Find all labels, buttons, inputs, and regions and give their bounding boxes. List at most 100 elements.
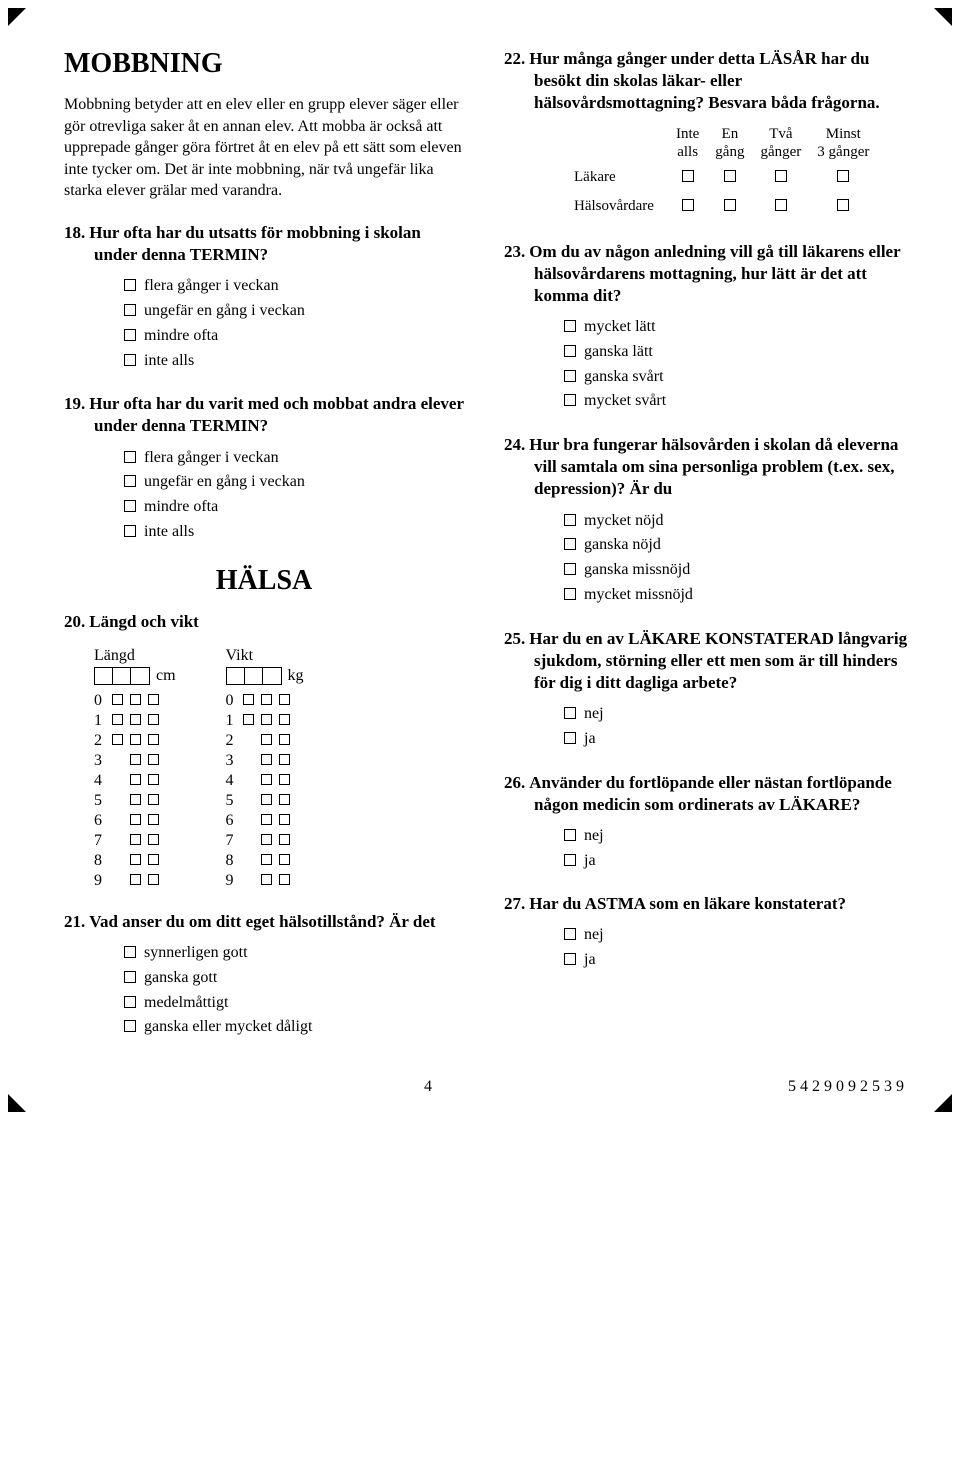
checkbox[interactable]	[564, 707, 576, 719]
checkbox[interactable]	[261, 714, 272, 725]
checkbox[interactable]	[279, 794, 290, 805]
checkbox[interactable]	[279, 774, 290, 785]
checkbox[interactable]	[279, 694, 290, 705]
question-text: Hur bra fungerar hälsovården i skolan då…	[529, 435, 898, 498]
checkbox[interactable]	[775, 199, 787, 211]
checkbox[interactable]	[130, 694, 141, 705]
checkbox[interactable]	[148, 694, 159, 705]
checkbox[interactable]	[112, 734, 123, 745]
checkbox[interactable]	[148, 814, 159, 825]
length-input-boxes[interactable]	[94, 667, 150, 685]
option: ganska missnöjd	[564, 558, 912, 583]
checkbox[interactable]	[130, 714, 141, 725]
checkbox[interactable]	[124, 279, 136, 291]
height-weight-grid: Längd cm 0123456789 Vikt kg 0123456789	[94, 647, 464, 891]
checkbox[interactable]	[130, 754, 141, 765]
checkbox[interactable]	[837, 199, 849, 211]
checkbox[interactable]	[261, 734, 272, 745]
checkbox[interactable]	[564, 928, 576, 940]
digit-label: 1	[226, 712, 240, 730]
question-number: 23.	[504, 242, 525, 261]
checkbox[interactable]	[124, 1020, 136, 1032]
unit-kg: kg	[288, 667, 304, 685]
checkbox[interactable]	[724, 170, 736, 182]
checkbox[interactable]	[124, 946, 136, 958]
checkbox[interactable]	[124, 304, 136, 316]
checkbox[interactable]	[112, 714, 123, 725]
checkbox[interactable]	[130, 854, 141, 865]
checkbox[interactable]	[564, 394, 576, 406]
checkbox[interactable]	[124, 451, 136, 463]
checkbox[interactable]	[124, 996, 136, 1008]
checkbox[interactable]	[124, 971, 136, 983]
checkbox[interactable]	[837, 170, 849, 182]
checkbox[interactable]	[682, 199, 694, 211]
question-20: 20. Längd och vikt	[64, 611, 464, 633]
checkbox[interactable]	[279, 754, 290, 765]
checkbox[interactable]	[148, 794, 159, 805]
checkbox[interactable]	[279, 834, 290, 845]
checkbox[interactable]	[564, 370, 576, 382]
checkbox[interactable]	[279, 814, 290, 825]
checkbox[interactable]	[130, 734, 141, 745]
option: flera gånger i veckan	[124, 446, 464, 471]
checkbox[interactable]	[564, 588, 576, 600]
checkbox[interactable]	[130, 774, 141, 785]
option: medelmåttigt	[124, 991, 464, 1016]
option-label: mindre ofta	[144, 327, 218, 344]
checkbox[interactable]	[724, 199, 736, 211]
checkbox[interactable]	[148, 834, 159, 845]
digit-label: 5	[226, 792, 240, 810]
option: ganska lätt	[564, 340, 912, 365]
checkbox[interactable]	[564, 829, 576, 841]
checkbox[interactable]	[243, 714, 254, 725]
checkbox[interactable]	[279, 714, 290, 725]
checkbox[interactable]	[564, 538, 576, 550]
checkbox[interactable]	[261, 874, 272, 885]
checkbox[interactable]	[564, 563, 576, 575]
option: ungefär en gång i veckan	[124, 470, 464, 495]
checkbox[interactable]	[261, 834, 272, 845]
checkbox[interactable]	[148, 714, 159, 725]
checkbox[interactable]	[124, 475, 136, 487]
checkbox[interactable]	[124, 525, 136, 537]
checkbox[interactable]	[279, 854, 290, 865]
checkbox[interactable]	[124, 329, 136, 341]
checkbox[interactable]	[148, 874, 159, 885]
checkbox[interactable]	[261, 854, 272, 865]
digit-label: 7	[94, 832, 108, 850]
checkbox[interactable]	[130, 814, 141, 825]
checkbox[interactable]	[775, 170, 787, 182]
checkbox[interactable]	[564, 514, 576, 526]
checkbox[interactable]	[243, 694, 254, 705]
checkbox[interactable]	[279, 734, 290, 745]
digit-label: 8	[226, 852, 240, 870]
weight-input-boxes[interactable]	[226, 667, 282, 685]
checkbox[interactable]	[112, 694, 123, 705]
checkbox[interactable]	[148, 754, 159, 765]
checkbox[interactable]	[261, 754, 272, 765]
checkbox[interactable]	[124, 500, 136, 512]
checkbox[interactable]	[124, 354, 136, 366]
option-label: flera gånger i veckan	[144, 449, 279, 466]
checkbox[interactable]	[564, 345, 576, 357]
checkbox[interactable]	[130, 834, 141, 845]
checkbox[interactable]	[130, 794, 141, 805]
digit-row: 6	[94, 811, 176, 831]
checkbox[interactable]	[261, 814, 272, 825]
checkbox[interactable]	[564, 732, 576, 744]
digit-label: 2	[226, 732, 240, 750]
option-label: ganska nöjd	[584, 536, 661, 553]
checkbox[interactable]	[148, 854, 159, 865]
checkbox[interactable]	[564, 953, 576, 965]
checkbox[interactable]	[682, 170, 694, 182]
checkbox[interactable]	[261, 774, 272, 785]
checkbox[interactable]	[279, 874, 290, 885]
checkbox[interactable]	[261, 794, 272, 805]
checkbox[interactable]	[261, 694, 272, 705]
checkbox[interactable]	[130, 874, 141, 885]
checkbox[interactable]	[564, 854, 576, 866]
checkbox[interactable]	[148, 774, 159, 785]
checkbox[interactable]	[564, 320, 576, 332]
checkbox[interactable]	[148, 734, 159, 745]
